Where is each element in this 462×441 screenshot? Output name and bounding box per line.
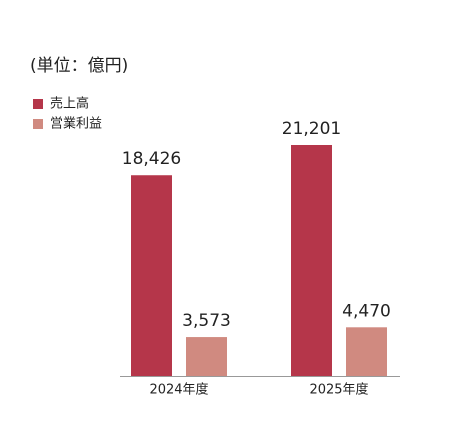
legend-label: 売上高: [50, 96, 89, 112]
bar: [291, 145, 332, 376]
bar: [131, 175, 172, 376]
bar: [186, 337, 227, 376]
value-label: 3,573: [182, 311, 231, 331]
legend-swatch: [33, 119, 43, 129]
value-label: 21,201: [282, 119, 341, 139]
legend-swatch: [33, 99, 43, 109]
bar: [346, 327, 387, 376]
x-tick-label: 2024年度: [149, 382, 208, 398]
x-tick-label: 2025年度: [309, 382, 368, 398]
value-label: 18,426: [122, 149, 181, 169]
value-label: 4,470: [342, 301, 391, 321]
unit-label: (単位：億円): [30, 56, 128, 76]
legend-label: 営業利益: [50, 116, 102, 132]
